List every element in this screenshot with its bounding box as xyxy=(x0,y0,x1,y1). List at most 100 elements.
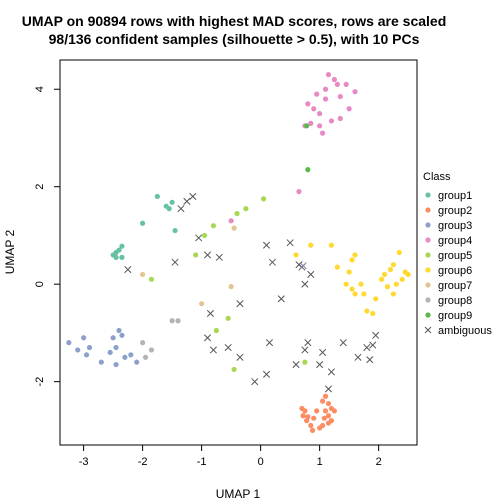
point-group2-19 xyxy=(317,425,323,431)
point-group4-9 xyxy=(337,93,343,100)
point-group3-7 xyxy=(110,335,116,341)
point-group6-9 xyxy=(352,291,358,297)
point-group6-25 xyxy=(405,271,411,278)
point-group2-9 xyxy=(319,398,326,404)
point-group2-12 xyxy=(322,408,329,414)
point-ambiguous-32 xyxy=(339,339,347,347)
point-group8-0 xyxy=(175,318,181,324)
point-group6-13 xyxy=(370,310,376,317)
point-group5-5 xyxy=(193,252,199,258)
point-group7-3 xyxy=(231,225,237,231)
x-tick-label: -1 xyxy=(197,456,207,468)
legend-entry-group5: group5 xyxy=(425,250,472,262)
point-ambiguous-28 xyxy=(316,361,324,369)
point-ambiguous-29 xyxy=(319,348,327,356)
point-group2-2 xyxy=(300,413,306,419)
legend-entry-group9: group9 xyxy=(425,310,472,322)
point-group7-2 xyxy=(228,284,234,290)
point-group3-5 xyxy=(98,359,104,365)
point-group3-2 xyxy=(81,335,87,341)
x-tick-label: 0 xyxy=(258,456,264,468)
point-ambiguous-18 xyxy=(277,295,285,303)
point-group3-13 xyxy=(134,359,140,365)
point-group4-20 xyxy=(228,218,234,224)
point-group9-1 xyxy=(305,167,311,173)
point-group6-7 xyxy=(343,281,349,287)
point-ambiguous-7 xyxy=(215,253,223,261)
point-ambiguous-4 xyxy=(177,205,185,213)
point-group9-0 xyxy=(304,123,310,129)
point-group4-3 xyxy=(317,111,323,117)
point-group2-15 xyxy=(331,408,337,414)
point-ambiguous-1 xyxy=(171,258,179,266)
legend-entry-group2: group2 xyxy=(425,205,472,217)
point-group1-6 xyxy=(119,243,125,249)
point-ambiguous-35 xyxy=(366,356,374,364)
svg-text:group2: group2 xyxy=(438,205,472,217)
point-ambiguous-14 xyxy=(251,378,259,386)
point-group6-20 xyxy=(390,291,396,297)
point-ambiguous-23 xyxy=(307,270,315,278)
point-ambiguous-6 xyxy=(203,251,212,259)
point-group2-14 xyxy=(325,413,332,419)
point-group5-8 xyxy=(213,327,219,334)
point-ambiguous-27 xyxy=(304,339,312,347)
legend: Class group1 group2 group3 group4 group5 grou… xyxy=(423,171,492,337)
point-group6-3 xyxy=(334,264,340,270)
point-group5-9 xyxy=(231,366,237,373)
point-group6-1 xyxy=(308,242,314,248)
legend-entry-group6: group6 xyxy=(425,265,472,277)
point-group4-2 xyxy=(314,91,320,97)
point-group5-4 xyxy=(201,232,208,239)
point-group4-1 xyxy=(311,106,317,112)
point-ambiguous-5 xyxy=(195,234,203,242)
point-group6-22 xyxy=(396,249,402,256)
point-group2-11 xyxy=(325,400,332,407)
point-group3-8 xyxy=(113,344,119,351)
point-group8-3 xyxy=(148,347,155,353)
plot-frame xyxy=(59,59,418,446)
chart-title: UMAP on 90894 rows with highest MAD scor… xyxy=(22,13,447,29)
data-points xyxy=(66,72,411,433)
legend-title: Class xyxy=(423,171,451,183)
point-group4-14 xyxy=(319,130,326,136)
point-group2-3 xyxy=(305,414,311,420)
svg-text:group9: group9 xyxy=(438,310,472,322)
point-ambiguous-12 xyxy=(203,334,212,342)
point-group6-17 xyxy=(384,284,391,290)
point-group6-21 xyxy=(393,281,399,287)
point-group5-1 xyxy=(243,206,249,212)
point-ambiguous-10 xyxy=(224,343,232,352)
x-axis: -3 -2 -1 0 1 2 xyxy=(79,445,382,468)
point-group2-20 xyxy=(325,420,332,426)
point-group1-10 xyxy=(110,252,116,258)
point-group5-2 xyxy=(234,210,240,217)
point-group4-5 xyxy=(322,86,329,92)
point-ambiguous-8 xyxy=(206,309,215,317)
x-tick-label: 2 xyxy=(376,456,382,468)
point-group1-4 xyxy=(140,220,146,226)
point-group4-19 xyxy=(296,188,302,195)
point-ambiguous-34 xyxy=(363,343,371,352)
point-group2-7 xyxy=(308,422,314,429)
svg-text:group8: group8 xyxy=(438,295,472,307)
y-tick-label: 0 xyxy=(34,281,46,287)
legend-entry-group4: group4 xyxy=(425,235,472,247)
point-group2-1 xyxy=(302,408,308,414)
point-group6-23 xyxy=(399,276,405,282)
svg-text:group5: group5 xyxy=(438,250,472,262)
point-ambiguous-15 xyxy=(262,370,271,378)
point-group4-7 xyxy=(331,76,337,83)
point-group4-0 xyxy=(305,101,311,107)
point-group6-11 xyxy=(361,291,367,297)
point-group1-0 xyxy=(154,193,160,200)
point-ambiguous-19 xyxy=(286,239,294,247)
svg-text:group6: group6 xyxy=(438,265,472,277)
point-group4-10 xyxy=(343,81,349,87)
point-group5-0 xyxy=(260,196,267,202)
legend-entry-group8: group8 xyxy=(425,295,472,307)
y-axis-label: UMAP 2 xyxy=(3,229,17,274)
point-group1-3 xyxy=(169,199,175,205)
point-group5-10 xyxy=(302,359,308,365)
